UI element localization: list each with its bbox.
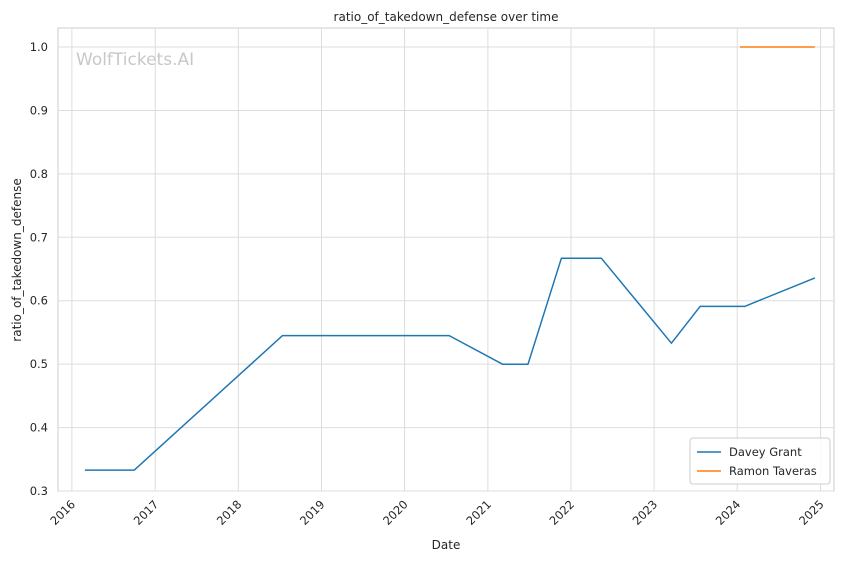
x-tick-label: 2025 (796, 497, 827, 528)
watermark: WolfTickets.AI (76, 50, 194, 70)
y-tick-label: 1.0 (30, 40, 48, 54)
legend-label-ramon-taveras: Ramon Taveras (729, 464, 817, 478)
x-tick-label: 2018 (214, 497, 245, 528)
legend-label-davey-grant: Davey Grant (729, 445, 802, 459)
x-tick-label: 2023 (630, 497, 661, 528)
y-tick-label: 0.6 (30, 294, 48, 308)
x-tick-label: 2017 (131, 497, 162, 528)
chart-title: ratio_of_takedown_defense over time (334, 10, 559, 24)
x-tick-label: 2019 (297, 497, 328, 528)
x-axis-title: Date (432, 538, 461, 552)
y-tick-label: 0.3 (30, 484, 48, 498)
legend-box (689, 437, 831, 485)
x-axis-ticks: 2016 2017 2018 2019 2020 2021 2022 2023 2024 2025 (47, 497, 826, 528)
y-axis-ticks: 0.3 0.4 0.5 0.6 0.7 0.8 0.9 1.0 (30, 40, 48, 498)
y-tick-label: 0.4 (30, 421, 48, 435)
x-tick-label: 2016 (47, 497, 78, 528)
legend: Davey Grant Ramon Taveras (689, 437, 831, 485)
series-line-davey-grant (84, 257, 816, 471)
x-tick-label: 2024 (713, 497, 744, 528)
x-tick-label: 2021 (463, 497, 494, 528)
y-tick-label: 0.5 (30, 357, 48, 371)
y-tick-label: 0.7 (30, 230, 48, 244)
y-tick-label: 0.8 (30, 167, 48, 181)
y-axis-title: ratio_of_takedown_defense (10, 178, 24, 341)
grid-lines (58, 28, 834, 492)
series-lines (84, 46, 816, 471)
y-tick-label: 0.9 (30, 103, 48, 117)
x-tick-label: 2020 (380, 497, 411, 528)
plot-area (57, 27, 835, 492)
x-tick-label: 2022 (547, 497, 578, 528)
